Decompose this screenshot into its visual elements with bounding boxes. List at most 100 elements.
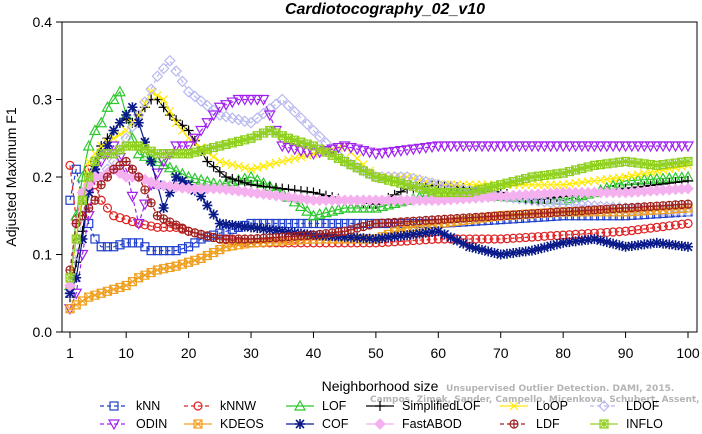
data-point xyxy=(596,160,606,170)
data-point xyxy=(569,141,582,153)
x-tick-label: 80 xyxy=(555,345,571,361)
data-point xyxy=(471,234,481,244)
data-point xyxy=(207,110,220,122)
data-point xyxy=(71,272,82,283)
data-point xyxy=(196,191,207,202)
data-point xyxy=(226,112,239,124)
data-point xyxy=(332,142,345,154)
legend-label: KDEOS xyxy=(220,417,264,431)
data-point xyxy=(551,239,562,250)
data-point xyxy=(469,141,482,153)
data-point xyxy=(127,216,138,227)
x-axis: 1 10 20 30 40 50 60 70 80 90 100 xyxy=(66,332,700,361)
data-point xyxy=(171,118,181,128)
data-point xyxy=(202,200,213,211)
data-point xyxy=(420,227,431,238)
data-point xyxy=(426,142,439,154)
data-point xyxy=(645,238,656,249)
legend-item-lof: LOF xyxy=(286,399,347,413)
data-point xyxy=(677,219,687,229)
data-point xyxy=(214,166,225,177)
data-point xyxy=(619,141,632,153)
data-point xyxy=(552,180,562,190)
data-point xyxy=(226,97,239,109)
data-point xyxy=(308,141,319,151)
data-point xyxy=(633,240,644,251)
data-point xyxy=(121,215,131,225)
data-point xyxy=(151,70,164,83)
data-point xyxy=(115,240,125,250)
legend-label: LDOF xyxy=(626,399,660,413)
data-point xyxy=(264,224,275,235)
data-point xyxy=(382,147,395,159)
x-tick-label: 60 xyxy=(431,345,447,361)
legend-label: FastABOD xyxy=(402,417,462,431)
data-point xyxy=(127,164,138,174)
legend-label: INFLO xyxy=(626,417,663,431)
data-point xyxy=(290,218,300,229)
data-point xyxy=(375,401,385,411)
data-point xyxy=(95,116,108,128)
data-point xyxy=(677,157,687,167)
data-point xyxy=(682,182,694,195)
data-point xyxy=(296,218,306,229)
data-point xyxy=(213,109,226,121)
data-point xyxy=(344,201,357,213)
data-point xyxy=(651,237,662,248)
data-point xyxy=(508,233,518,243)
data-point xyxy=(588,141,601,153)
data-point xyxy=(333,153,344,163)
data-point xyxy=(370,234,381,244)
series-ldf xyxy=(65,156,693,275)
data-point xyxy=(558,168,568,178)
data-point xyxy=(109,401,119,411)
data-point xyxy=(533,171,543,181)
data-point xyxy=(514,233,525,243)
data-point xyxy=(339,232,350,243)
data-point xyxy=(271,225,281,236)
data-point xyxy=(221,139,231,150)
data-point xyxy=(394,146,407,157)
data-point xyxy=(177,175,188,186)
data-point xyxy=(233,220,244,231)
data-point xyxy=(638,141,651,153)
data-point xyxy=(470,243,481,254)
data-point xyxy=(374,418,386,430)
data-point xyxy=(388,146,401,158)
data-point xyxy=(544,141,557,153)
data-point xyxy=(257,107,270,120)
data-point xyxy=(527,232,537,242)
data-point xyxy=(414,228,425,239)
data-point xyxy=(433,226,444,237)
data-point xyxy=(477,234,487,244)
data-point xyxy=(157,158,170,170)
data-point xyxy=(109,242,119,252)
data-point xyxy=(164,54,176,67)
data-point xyxy=(577,163,587,174)
data-point xyxy=(595,235,606,246)
data-point xyxy=(633,225,643,235)
data-point xyxy=(483,246,494,257)
data-point xyxy=(220,100,233,111)
data-point xyxy=(246,133,256,143)
data-point xyxy=(221,158,231,168)
data-point xyxy=(627,225,637,236)
data-point xyxy=(683,241,693,252)
data-point xyxy=(84,172,94,182)
data-point xyxy=(594,141,607,153)
data-point xyxy=(346,160,356,170)
data-point xyxy=(601,237,612,248)
x-tick-label: 20 xyxy=(181,345,197,361)
data-point xyxy=(240,135,250,145)
data-point xyxy=(352,163,362,173)
data-point xyxy=(408,229,419,240)
legend-label: kNNW xyxy=(220,399,256,413)
data-point xyxy=(96,180,106,190)
data-point xyxy=(670,158,681,168)
data-point xyxy=(139,96,151,108)
data-point xyxy=(114,117,125,128)
data-point xyxy=(313,130,326,143)
data-point xyxy=(232,113,245,126)
data-point xyxy=(457,141,470,153)
data-point xyxy=(252,163,262,173)
